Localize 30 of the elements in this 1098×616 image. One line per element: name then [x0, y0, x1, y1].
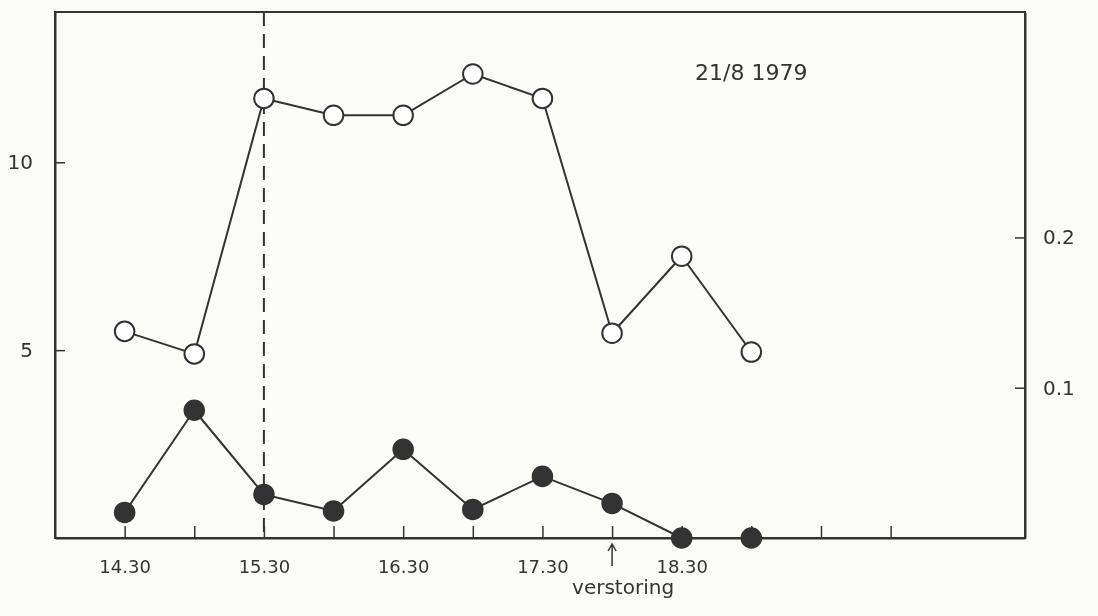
- point: [531, 87, 554, 110]
- point: [322, 500, 345, 522]
- x-tick-label: 18.30: [656, 555, 708, 577]
- point: [670, 245, 693, 267]
- point: [392, 104, 414, 127]
- point: [531, 465, 554, 488]
- point: [183, 399, 206, 422]
- point: [601, 492, 623, 515]
- annotation: 21/8 1979: [695, 60, 808, 85]
- y2-tick-label: 0.1: [1043, 375, 1075, 400]
- point: [183, 343, 206, 365]
- x-tick-label: 17.30: [517, 555, 569, 577]
- x-tick-label: 15.30: [238, 555, 291, 577]
- point: [253, 87, 275, 110]
- point: [113, 501, 136, 524]
- text: verstoring: [572, 575, 675, 599]
- y2-tick-label: 0.2: [1043, 225, 1075, 250]
- point: [392, 438, 414, 461]
- point: [670, 527, 693, 549]
- y-tick-label: 10: [7, 150, 33, 175]
- point: [740, 341, 763, 363]
- point: [601, 322, 623, 344]
- x-tick-label: 14.30: [99, 555, 151, 577]
- point: [462, 63, 484, 85]
- x-tick-label: 16.30: [377, 555, 430, 577]
- point: [462, 498, 484, 521]
- point: [322, 104, 345, 127]
- y-tick-label: 5: [20, 338, 33, 363]
- point: [113, 320, 136, 343]
- point: [253, 483, 275, 506]
